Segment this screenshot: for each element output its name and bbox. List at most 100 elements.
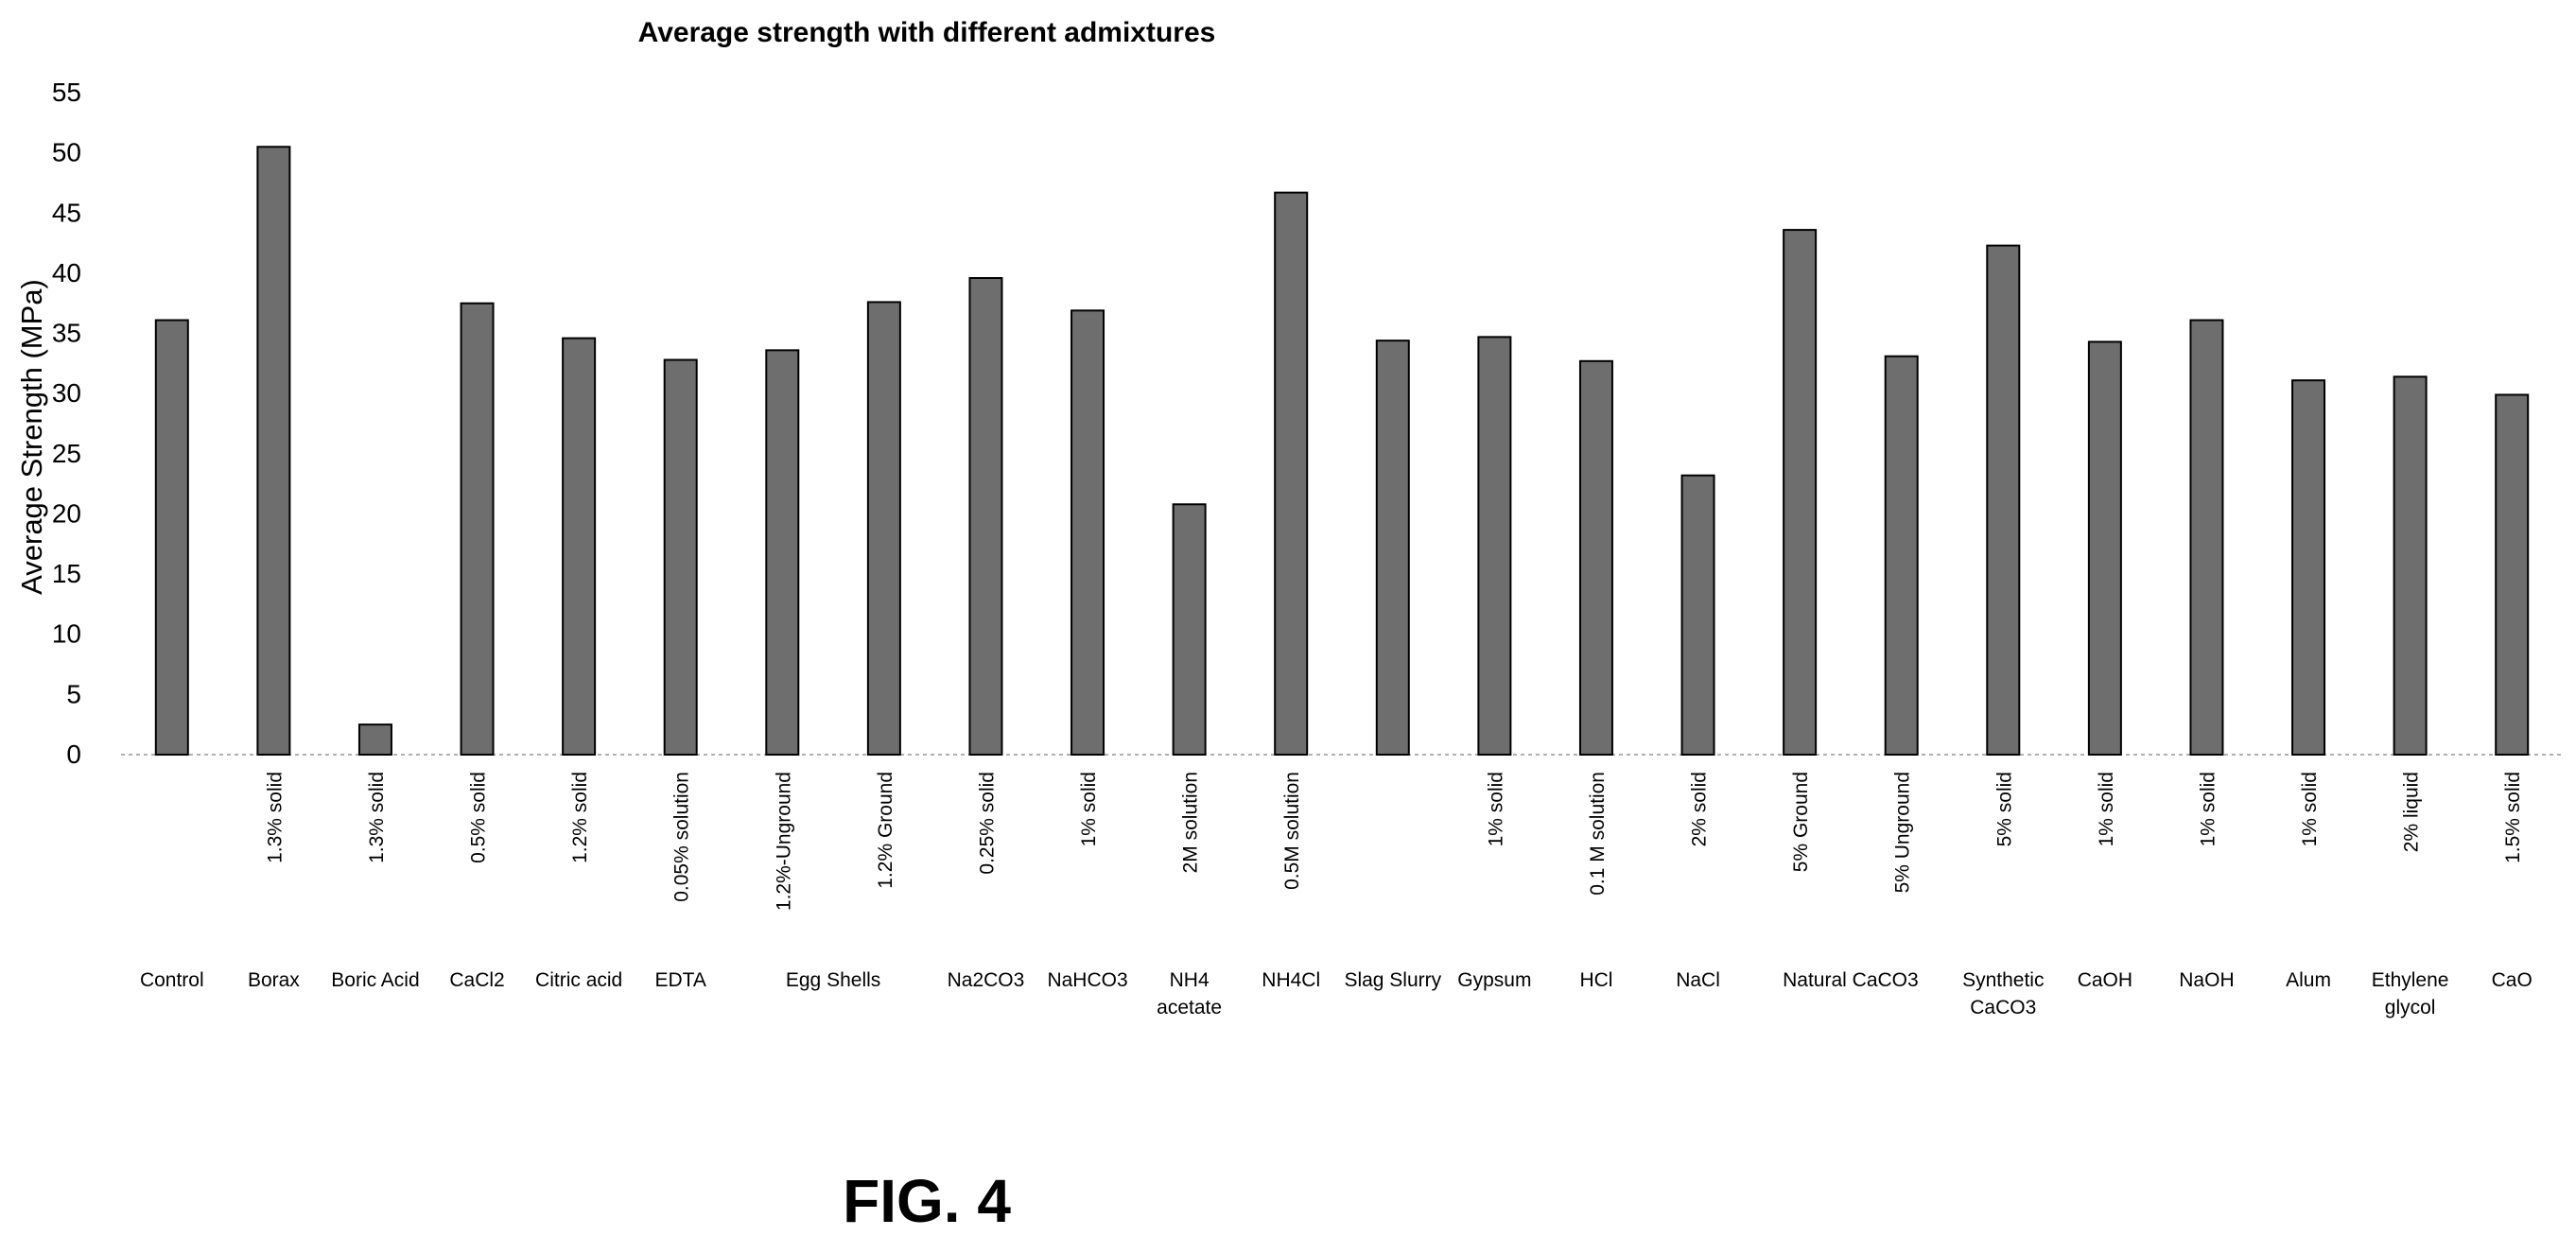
bar-detail-label: 0.5% solid xyxy=(468,772,490,863)
bar-detail-label: 5% solid xyxy=(1993,772,2015,846)
category-label: Alum xyxy=(2286,969,2331,991)
y-axis-ticks: 0 5 10 15 20 25 30 35 40 45 50 55 xyxy=(52,78,81,769)
category-label: Na2CO3 xyxy=(948,969,1025,991)
bar-detail-label: 0.25% solid xyxy=(976,772,998,875)
bar xyxy=(2393,375,2428,756)
category-label-line: glycol xyxy=(2385,997,2436,1018)
category-label-line: CaO xyxy=(2492,969,2532,991)
figure-label: FIG. 4 xyxy=(843,1167,1011,1235)
bar-detail-label: 0.05% solution xyxy=(671,772,693,902)
bar-detail-label: 1% solid xyxy=(2299,772,2321,846)
category-label-line: Egg Shells xyxy=(786,969,880,991)
bar xyxy=(2291,379,2326,756)
category-label-line: Synthetic xyxy=(1962,969,2044,991)
bar xyxy=(866,301,901,756)
category-label: NaOH xyxy=(2179,969,2234,991)
bar xyxy=(663,358,698,756)
bar xyxy=(1783,229,1818,757)
category-label: Citric acid xyxy=(535,969,622,991)
category-label: Boric Acid xyxy=(331,969,419,991)
bar xyxy=(1274,191,1309,757)
category-label-line: acetate xyxy=(1157,997,1222,1018)
category-label-line: Citric acid xyxy=(535,969,622,991)
category-label: Natural CaCO3 xyxy=(1783,969,1919,991)
category-label: CaCl2 xyxy=(449,969,504,991)
bar xyxy=(765,349,800,756)
category-label-line: Control xyxy=(140,969,204,991)
category-label-line: NaHCO3 xyxy=(1047,969,1127,991)
category-label: Ethylene glycol xyxy=(2372,969,2449,1018)
y-tick-label: 50 xyxy=(52,138,81,167)
bar xyxy=(968,277,1003,756)
y-tick-label: 10 xyxy=(52,619,81,649)
category-label: HCl xyxy=(1579,969,1612,991)
y-tick-label: 25 xyxy=(52,439,81,468)
bar xyxy=(2189,319,2224,756)
bar-detail-label: 2% liquid xyxy=(2401,772,2423,852)
category-label-line: NaOH xyxy=(2179,969,2234,991)
bar xyxy=(1884,355,1919,756)
bar-detail-label: 1.2% Ground xyxy=(875,772,896,889)
chart-title: Average strength with different admixtur… xyxy=(638,17,1216,48)
bar-detail-label: 2M solution xyxy=(1180,772,1202,873)
bar xyxy=(1070,309,1105,756)
category-labels: Control Borax Boric Acid CaCl2 Citric acid ED… xyxy=(140,969,2532,1018)
bars xyxy=(154,146,2530,757)
category-label: Control xyxy=(140,969,204,991)
bar-detail-label: 1% solid xyxy=(2096,772,2117,846)
category-label-line: EDTA xyxy=(654,969,705,991)
category-label-line: HCl xyxy=(1579,969,1612,991)
bar-detail-label: 1% solid xyxy=(1078,772,1100,846)
category-label: CaO xyxy=(2492,969,2532,991)
bar xyxy=(1375,339,1410,756)
bar-detail-label: 1.3% solid xyxy=(366,772,388,863)
category-label: NaHCO3 xyxy=(1047,969,1127,991)
category-label-line: CaCO3 xyxy=(1970,997,2036,1018)
y-tick-label: 45 xyxy=(52,198,81,227)
bar xyxy=(1172,503,1207,756)
category-label-line: CaOH xyxy=(2078,969,2132,991)
bar-detail-label: 1.2%-Unground xyxy=(773,772,794,911)
bar-detail-label: 1.2% solid xyxy=(569,772,591,863)
bar-detail-label: 2% solid xyxy=(1689,772,1711,846)
category-label-line: Natural CaCO3 xyxy=(1783,969,1919,991)
category-label-line: Borax xyxy=(248,969,300,991)
category-label-line: Na2CO3 xyxy=(948,969,1025,991)
category-label: NH4Cl xyxy=(1262,969,1320,991)
category-label: NaCl xyxy=(1676,969,1720,991)
category-label: Slag Slurry xyxy=(1344,969,1441,991)
y-tick-label: 0 xyxy=(66,740,81,769)
bar-detail-label: 5% Unground xyxy=(1892,772,1914,893)
y-tick-label: 5 xyxy=(66,679,81,708)
bar xyxy=(1680,474,1715,756)
y-tick-label: 55 xyxy=(52,78,81,107)
y-tick-label: 35 xyxy=(52,319,81,348)
bar xyxy=(154,319,189,756)
bar xyxy=(357,723,392,757)
bar xyxy=(256,146,291,757)
category-label-line: NH4 xyxy=(1170,969,1210,991)
category-label: EDTA xyxy=(654,969,705,991)
y-tick-label: 30 xyxy=(52,378,81,408)
category-label: Gypsum xyxy=(1457,969,1531,991)
bar xyxy=(562,337,597,756)
bar-detail-label: 5% Ground xyxy=(1790,772,1812,872)
category-label-line: NaCl xyxy=(1676,969,1720,991)
y-tick-label: 20 xyxy=(52,498,81,528)
bar xyxy=(460,302,495,756)
category-label-line: Slag Slurry xyxy=(1344,969,1441,991)
category-label: CaOH xyxy=(2078,969,2132,991)
category-label-line: Gypsum xyxy=(1457,969,1531,991)
y-tick-label: 15 xyxy=(52,559,81,588)
bar-detail-label: 1% solid xyxy=(2197,772,2219,846)
category-label-line: Alum xyxy=(2286,969,2331,991)
category-label: Synthetic CaCO3 xyxy=(1962,969,2044,1018)
bar-detail-label: 1.5% solid xyxy=(2502,772,2524,863)
category-label-line: Ethylene xyxy=(2372,969,2449,991)
bar xyxy=(2495,393,2530,756)
bar xyxy=(1986,244,2021,756)
y-tick-label: 40 xyxy=(52,258,81,287)
category-label: Egg Shells xyxy=(786,969,880,991)
y-axis-label: Average Strength (MPa) xyxy=(15,279,48,595)
